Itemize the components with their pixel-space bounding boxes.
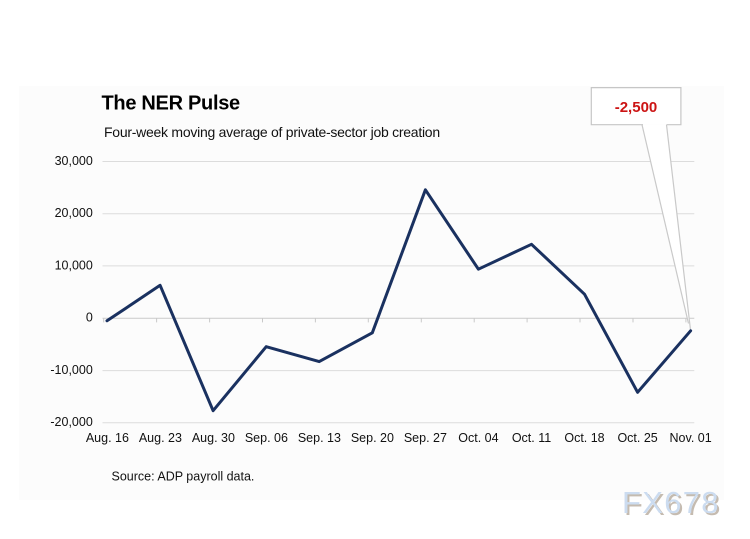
svg-text:FX678: FX678 bbox=[622, 485, 720, 520]
svg-text:Oct. 25: Oct. 25 bbox=[617, 431, 657, 445]
svg-text:FX678: FX678 bbox=[624, 487, 722, 522]
svg-text:-10,000: -10,000 bbox=[50, 363, 92, 377]
svg-text:Sep. 13: Sep. 13 bbox=[298, 431, 341, 445]
svg-text:Sep. 06: Sep. 06 bbox=[245, 431, 288, 445]
svg-text:Oct. 18: Oct. 18 bbox=[564, 431, 604, 445]
svg-text:20,000: 20,000 bbox=[55, 206, 93, 220]
svg-text:Sep. 20: Sep. 20 bbox=[351, 431, 394, 445]
svg-text:Oct. 04: Oct. 04 bbox=[458, 431, 498, 445]
svg-text:10,000: 10,000 bbox=[55, 258, 93, 272]
svg-text:Source: ADP payroll data.: Source: ADP payroll data. bbox=[112, 470, 255, 484]
svg-text:Sep. 27: Sep. 27 bbox=[404, 431, 447, 445]
svg-text:Aug. 30: Aug. 30 bbox=[192, 431, 235, 445]
svg-text:-2,500: -2,500 bbox=[615, 99, 658, 116]
svg-text:-20,000: -20,000 bbox=[50, 415, 92, 429]
svg-text:Oct. 11: Oct. 11 bbox=[512, 431, 551, 445]
svg-text:30,000: 30,000 bbox=[55, 154, 93, 168]
svg-text:The NER Pulse: The NER Pulse bbox=[102, 93, 241, 115]
svg-text:Nov. 01: Nov. 01 bbox=[670, 431, 712, 445]
svg-text:Four-week moving average of pr: Four-week moving average of private-sect… bbox=[104, 124, 440, 140]
svg-text:Aug. 16: Aug. 16 bbox=[86, 431, 129, 445]
svg-text:0: 0 bbox=[86, 311, 93, 325]
svg-text:Aug. 23: Aug. 23 bbox=[139, 431, 182, 445]
